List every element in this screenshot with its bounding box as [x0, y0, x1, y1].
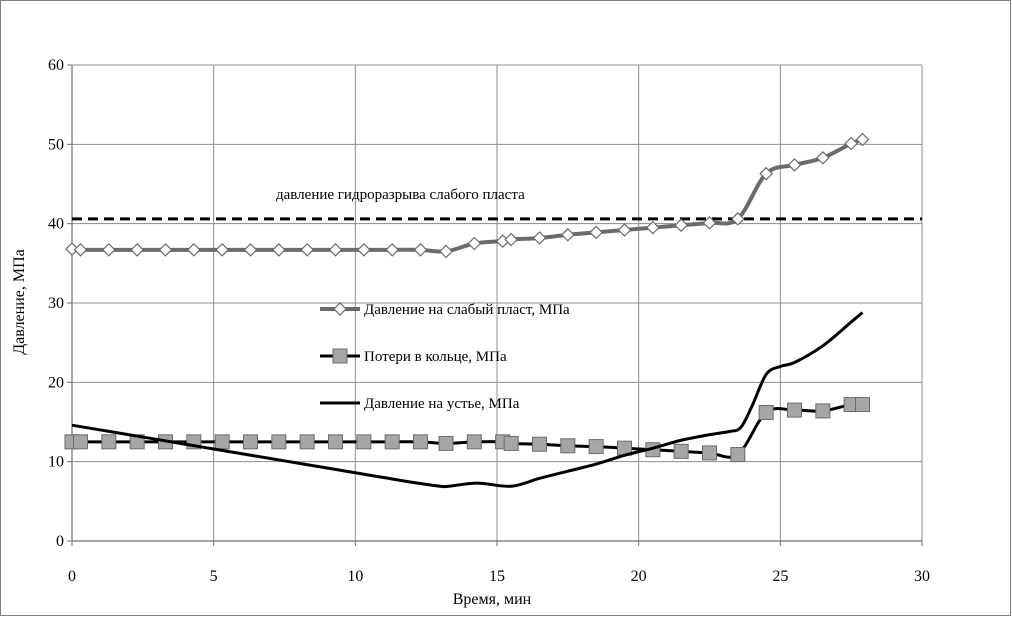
series-2: [64, 397, 870, 463]
x-tick-label: 5: [210, 568, 218, 585]
data-point: [674, 218, 689, 233]
data-point: [328, 242, 343, 257]
data-point: [130, 242, 145, 257]
data-point: [645, 220, 660, 235]
x-tick-label: 25: [772, 568, 788, 585]
legend-entry-2: Потери в кольце, МПа: [320, 348, 507, 365]
data-point: [673, 443, 689, 459]
legend-marker: [333, 302, 347, 316]
data-point: [73, 242, 88, 257]
data-point: [758, 404, 774, 420]
legend-marker: [332, 348, 348, 364]
y-tick-label: 30: [48, 295, 64, 312]
data-point: [467, 236, 482, 251]
frac-pressure-label: давление гидроразрыва слабого пласта: [276, 187, 525, 203]
legend: Давление на слабый пласт, МПа Потери в ко…: [320, 302, 570, 412]
y-tick-label: 60: [48, 57, 64, 74]
x-tick-label: 30: [914, 568, 930, 585]
y-axis-title: Давление, МПа: [11, 249, 28, 355]
x-axis-title: Время, мин: [453, 591, 532, 608]
y-tick-label: 10: [48, 454, 64, 471]
data-point: [589, 225, 604, 240]
data-point: [466, 434, 482, 450]
y-tick-label: 40: [48, 216, 64, 233]
data-point: [385, 242, 400, 257]
x-tick-label: 15: [489, 568, 505, 585]
data-point: [560, 438, 576, 454]
data-point: [214, 434, 230, 450]
data-point: [815, 150, 830, 165]
data-point: [532, 231, 547, 245]
data-point: [384, 434, 400, 450]
data-point: [215, 242, 230, 257]
axes: 0 10 20 30 40 50 60 0 5 10 15 20 25 30: [48, 57, 930, 585]
data-point: [855, 132, 870, 147]
y-tick-label: 50: [48, 136, 64, 153]
legend-entry-3: Давление на устье, МПа: [320, 396, 520, 412]
legend-label: Давление на устье, МПа: [364, 396, 520, 412]
data-point: [855, 397, 870, 413]
legend-entry-1: Давление на слабый пласт, МПа: [320, 302, 570, 318]
data-point: [787, 158, 802, 172]
data-point: [504, 232, 519, 247]
series-3: [71, 311, 864, 489]
data-point: [439, 244, 453, 259]
data-point: [702, 216, 717, 230]
data-point: [844, 136, 859, 151]
x-tick-label: 20: [631, 568, 647, 585]
data-point: [759, 166, 774, 181]
data-point: [532, 436, 547, 452]
x-tick-label: 10: [347, 568, 363, 585]
series-line: [71, 311, 864, 489]
data-point: [243, 434, 258, 450]
data-point: [328, 434, 343, 450]
data-point: [560, 227, 575, 242]
y-tick-label: 0: [56, 533, 64, 550]
data-point: [356, 434, 372, 450]
data-point: [299, 434, 315, 450]
data-point: [815, 403, 831, 419]
x-tick-label: 0: [68, 568, 76, 585]
data-point: [271, 242, 286, 257]
data-point: [73, 434, 88, 450]
data-point: [243, 242, 258, 257]
data-point: [438, 435, 454, 451]
data-point: [787, 402, 802, 418]
data-point: [702, 445, 717, 461]
data-point: [503, 435, 519, 451]
annotation-layer: давление гидроразрыва слабого пласта: [72, 187, 922, 221]
data-point: [158, 242, 173, 257]
data-point: [617, 223, 632, 237]
legend-label: Потери в кольце, МПа: [364, 349, 507, 365]
data-point: [271, 434, 287, 450]
data-point: [730, 447, 746, 463]
data-point: [413, 242, 428, 257]
data-point: [413, 434, 428, 450]
data-point: [356, 242, 371, 257]
series-layer: [64, 132, 870, 489]
series-1: [65, 132, 870, 259]
data-point: [300, 242, 315, 257]
data-point: [101, 242, 116, 257]
y-tick-label: 20: [48, 374, 64, 391]
data-point: [730, 212, 745, 226]
data-point: [101, 434, 117, 450]
data-point: [186, 242, 201, 257]
data-point: [588, 439, 604, 455]
legend-label: Давление на слабый пласт, МПа: [364, 302, 570, 318]
data-point: [65, 242, 79, 256]
